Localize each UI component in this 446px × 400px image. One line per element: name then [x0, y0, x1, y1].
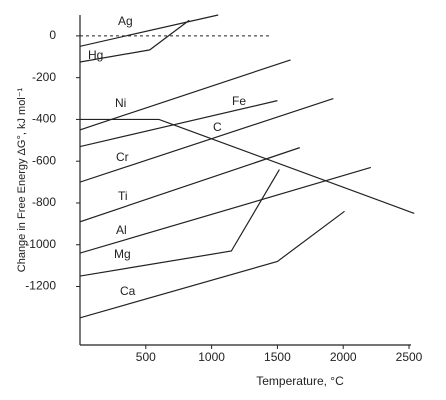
- series-label: Mg: [114, 247, 131, 261]
- x-tick-label: 2000: [330, 350, 357, 364]
- series-line: [80, 14, 219, 47]
- y-tick-label: -1000: [25, 237, 56, 251]
- y-tick-label: -800: [32, 195, 56, 209]
- series-line: [80, 100, 278, 148]
- series-label: Ti: [118, 189, 128, 203]
- series-line: [80, 169, 280, 277]
- y-tick-label: -1200: [25, 279, 56, 293]
- series-line: [80, 210, 345, 319]
- series-line: [80, 118, 415, 214]
- x-tick-label: 1500: [264, 350, 291, 364]
- series-label: Hg: [88, 48, 103, 62]
- series-label: Ag: [118, 14, 133, 28]
- y-tick-label: -400: [32, 112, 56, 126]
- x-tick-label: 1000: [198, 350, 225, 364]
- series-label: Ca: [120, 284, 136, 298]
- y-tick-label: 0: [49, 28, 56, 42]
- series-label: Al: [116, 223, 127, 237]
- series-line: [80, 59, 291, 131]
- y-axis-label: Change in Free Energy ΔG°, kJ mol⁻¹: [16, 87, 28, 272]
- y-tick-label: -200: [32, 70, 56, 84]
- series-label: C: [213, 120, 222, 134]
- x-axis-label: Temperature, °C: [256, 374, 344, 388]
- x-tick-label: 2500: [396, 350, 423, 364]
- x-tick-label: 500: [136, 350, 156, 364]
- series-line: [80, 147, 300, 223]
- series-label: Fe: [232, 94, 246, 108]
- series-line: [80, 97, 334, 183]
- series-label: Ni: [115, 96, 126, 110]
- series-line: [80, 19, 190, 63]
- series-label: Cr: [116, 150, 129, 164]
- series-line: [80, 166, 372, 254]
- y-tick-label: -600: [32, 153, 56, 167]
